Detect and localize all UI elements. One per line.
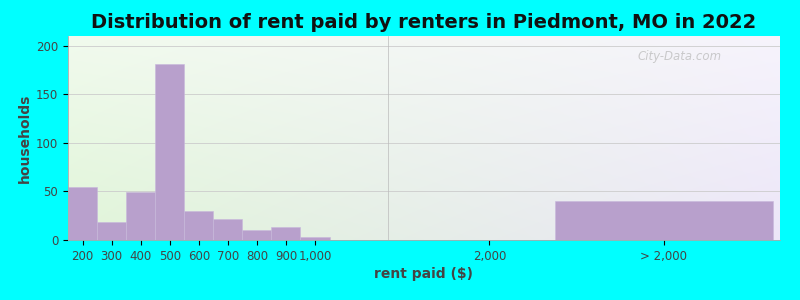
Bar: [554, 201, 773, 240]
Bar: [214, 219, 242, 240]
X-axis label: rent paid ($): rent paid ($): [374, 267, 474, 281]
Text: City-Data.com: City-Data.com: [638, 50, 722, 63]
Bar: [242, 230, 271, 240]
Bar: [184, 211, 214, 240]
Bar: [97, 221, 126, 240]
Bar: [155, 64, 184, 240]
Y-axis label: households: households: [18, 93, 32, 183]
Bar: [271, 227, 301, 240]
Title: Distribution of rent paid by renters in Piedmont, MO in 2022: Distribution of rent paid by renters in …: [91, 13, 757, 32]
Bar: [68, 187, 97, 240]
Bar: [301, 237, 330, 240]
Bar: [126, 192, 155, 240]
